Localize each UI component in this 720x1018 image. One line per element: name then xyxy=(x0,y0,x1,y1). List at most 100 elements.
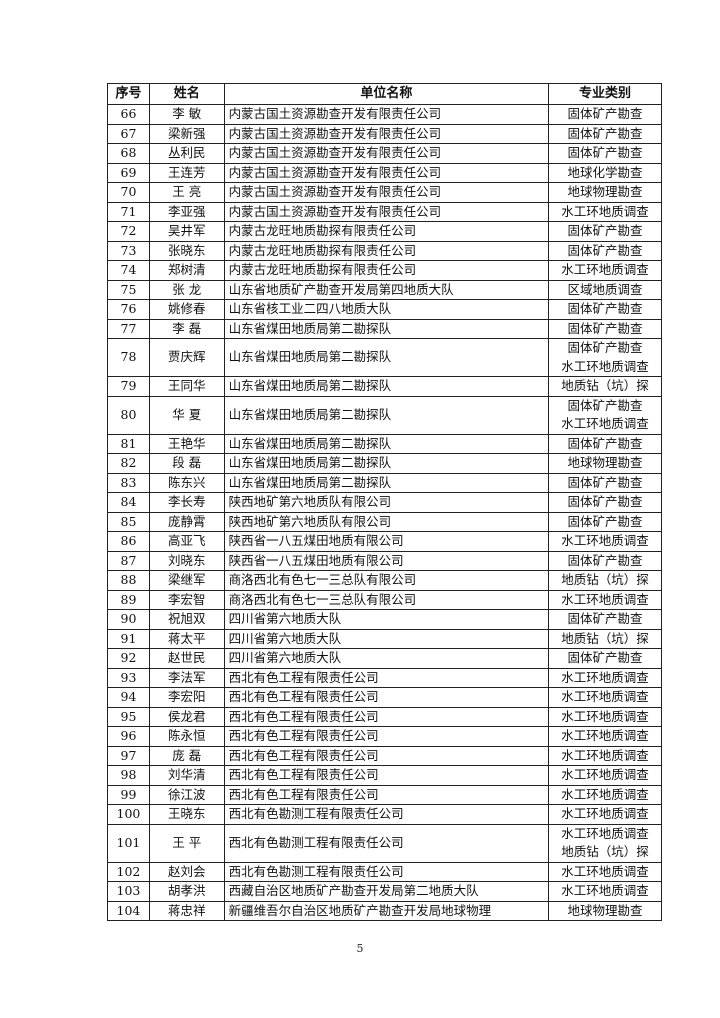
table-row: 81 王艳华 山东省煤田地质局第二勘探队 固体矿产勘查 xyxy=(107,433,662,454)
name: 梁继军 xyxy=(148,570,225,591)
name: 王同华 xyxy=(148,376,225,397)
specialty: 地球物理勘查 xyxy=(548,182,662,203)
specialty-line: 水工环地质调查 xyxy=(561,669,649,685)
name: 李 敏 xyxy=(148,104,225,125)
organization: 内蒙古龙旺地质勘探有限责任公司 xyxy=(223,221,550,242)
organization: 西北有色勘测工程有限责任公司 xyxy=(223,861,550,882)
specialty-line: 固体矿产勘查 xyxy=(567,397,643,413)
name: 王 平 xyxy=(148,823,225,863)
specialty: 固体矿产勘查 xyxy=(548,123,662,144)
specialty: 固体矿产勘查 水工环地质调查 xyxy=(548,338,662,377)
table-row: 82 段 磊山东省煤田地质局第二勘探队 地球物理勘查 xyxy=(107,453,662,474)
serial-number: 104 xyxy=(107,900,150,921)
serial-number: 85 xyxy=(107,511,150,532)
serial-number: 67 xyxy=(107,123,150,144)
organization: 商洛西北有色七一三总队有限公司 xyxy=(223,570,550,591)
specialty-line: 水工环地质调查 xyxy=(561,358,649,374)
specialty: 水工环地质调查 xyxy=(548,706,662,727)
name: 刘晓东 xyxy=(148,550,225,571)
table-row: 93 李法军 西北有色工程有限责任公司 水工环地质调查 xyxy=(107,667,662,688)
serial-number: 102 xyxy=(107,861,150,882)
table-row: 98 刘华清 西北有色工程有限责任公司 水工环地质调查 xyxy=(107,765,662,786)
name: 蒋太平 xyxy=(148,628,225,649)
organization: 山东省核工业二四八地质大队 xyxy=(223,299,550,320)
specialty: 水工环地质调查 xyxy=(548,667,662,688)
specialty-line: 水工环地质调查 xyxy=(561,728,649,743)
serial-number: 100 xyxy=(107,804,150,825)
specialty-line: 水工环地质调查 xyxy=(561,883,649,898)
table-row: 91 蒋太平 四川省第六地质大队 地质钻（坑）探 xyxy=(107,628,662,649)
serial-number: 97 xyxy=(107,745,150,766)
name: 李长寿 xyxy=(148,492,225,513)
serial-number: 74 xyxy=(107,260,150,281)
specialty: 固体矿产勘查 xyxy=(548,433,662,454)
name: 侯龙君 xyxy=(148,706,225,727)
column-header: 单位名称 xyxy=(223,83,550,105)
organization: 内蒙古龙旺地质勘探有限责任公司 xyxy=(223,260,550,281)
specialty-line: 水工环地质调查 xyxy=(561,262,649,277)
specialty-line: 固体矿产勘查 xyxy=(567,650,643,665)
name: 庞 磊 xyxy=(148,745,225,766)
table-row: 87 刘晓东 陕西省一八五煤田地质有限公司 固体矿产勘查 xyxy=(107,550,662,571)
specialty: 水工环地质调查 xyxy=(548,745,662,766)
organization: 四川省第六地质大队 xyxy=(223,628,550,649)
specialty-line: 水工环地质调查 xyxy=(561,786,649,802)
organization: 内蒙古国土资源勘查开发有限责任公司 xyxy=(223,162,550,183)
table-row: 90 祝旭双 四川省第六地质大队 固体矿产勘查 xyxy=(107,609,662,630)
specialty-line: 水工环地质调查 xyxy=(561,747,649,763)
serial-number: 83 xyxy=(107,472,150,493)
organization: 陕西省一八五煤田地质有限公司 xyxy=(223,531,550,552)
organization: 内蒙古国土资源勘查开发有限责任公司 xyxy=(223,143,550,164)
organization: 陕西地矿第六地质队有限公司 xyxy=(223,511,550,532)
serial-number: 80 xyxy=(107,395,150,435)
organization: 西北有色工程有限责任公司 xyxy=(223,726,550,747)
serial-number: 87 xyxy=(107,550,150,571)
serial-number: 82 xyxy=(107,453,150,474)
specialty: 水工环地质调查 xyxy=(548,260,662,281)
name: 张晓东 xyxy=(148,240,225,261)
serial-number: 88 xyxy=(107,570,150,591)
specialty-line: 固体矿产勘查 xyxy=(567,106,643,121)
specialty: 固体矿产勘查 xyxy=(548,143,662,164)
table-row: 94 李宏阳 西北有色工程有限责任公司 水工环地质调查 xyxy=(107,687,662,708)
specialty-line: 固体矿产勘查 xyxy=(567,320,643,336)
organization: 山东省煤田地质局第二勘探队 xyxy=(223,338,550,377)
table-row: 99 徐江波 西北有色工程有限责任公司 水工环地质调查 xyxy=(107,784,662,805)
specialty: 水工环地质调查 xyxy=(548,531,662,552)
serial-number: 77 xyxy=(107,318,150,339)
specialty-line: 固体矿产勘查 xyxy=(567,494,643,509)
specialty-line: 地质钻（坑）探 xyxy=(561,630,649,646)
organization: 内蒙古国土资源勘查开发有限责任公司 xyxy=(223,201,550,222)
organization: 山东省煤田地质局第二勘探队 xyxy=(223,433,550,454)
specialty-line: 地质钻（坑）探 xyxy=(561,572,649,587)
specialty: 水工环地质调查 地质钻（坑）探 xyxy=(548,823,662,863)
name: 华 夏 xyxy=(148,395,225,435)
specialty: 区域地质调查 xyxy=(548,279,662,300)
organization: 内蒙古国土资源勘查开发有限责任公司 xyxy=(223,123,550,144)
specialty: 固体矿产勘查 xyxy=(548,492,662,513)
specialty: 固体矿产勘查 xyxy=(548,550,662,571)
specialty: 固体矿产勘查 xyxy=(548,104,662,125)
table-row: 76 姚修春 山东省核工业二四八地质大队 固体矿产勘查 xyxy=(107,299,662,320)
serial-number: 70 xyxy=(107,182,150,203)
table-row: 102 赵刘会 西北有色勘测工程有限责任公司 水工环地质调查 xyxy=(107,861,662,882)
specialty-line: 固体矿产勘查 xyxy=(567,513,643,529)
table-row: 73 张晓东 内蒙古龙旺地质勘探有限责任公司 固体矿产勘查 xyxy=(107,240,662,261)
name: 丛利民 xyxy=(148,143,225,164)
table-row: 95 侯龙君 西北有色工程有限责任公司 水工环地质调查 xyxy=(107,706,662,727)
specialty: 地球物理勘查 xyxy=(548,453,662,474)
name: 李 磊 xyxy=(148,318,225,339)
organization: 山东省煤田地质局第二勘探队 xyxy=(223,395,550,435)
specialty: 固体矿产勘查 xyxy=(548,609,662,630)
serial-number: 66 xyxy=(107,104,150,125)
specialty: 固体矿产勘查 xyxy=(548,221,662,242)
table-row: 68 丛利民 内蒙古国土资源勘查开发有限责任公司 固体矿产勘查 xyxy=(107,143,662,164)
name: 李亚强 xyxy=(148,201,225,222)
name: 张 龙 xyxy=(148,279,225,300)
serial-number: 78 xyxy=(107,338,150,377)
specialty-line: 区域地质调查 xyxy=(567,281,643,297)
organization: 西北有色工程有限责任公司 xyxy=(223,765,550,786)
table-row: 92 赵世民 四川省第六地质大队 固体矿产勘查 xyxy=(107,648,662,669)
organization: 西藏自治区地质矿产勘查开发局第二地质大队 xyxy=(223,881,550,902)
